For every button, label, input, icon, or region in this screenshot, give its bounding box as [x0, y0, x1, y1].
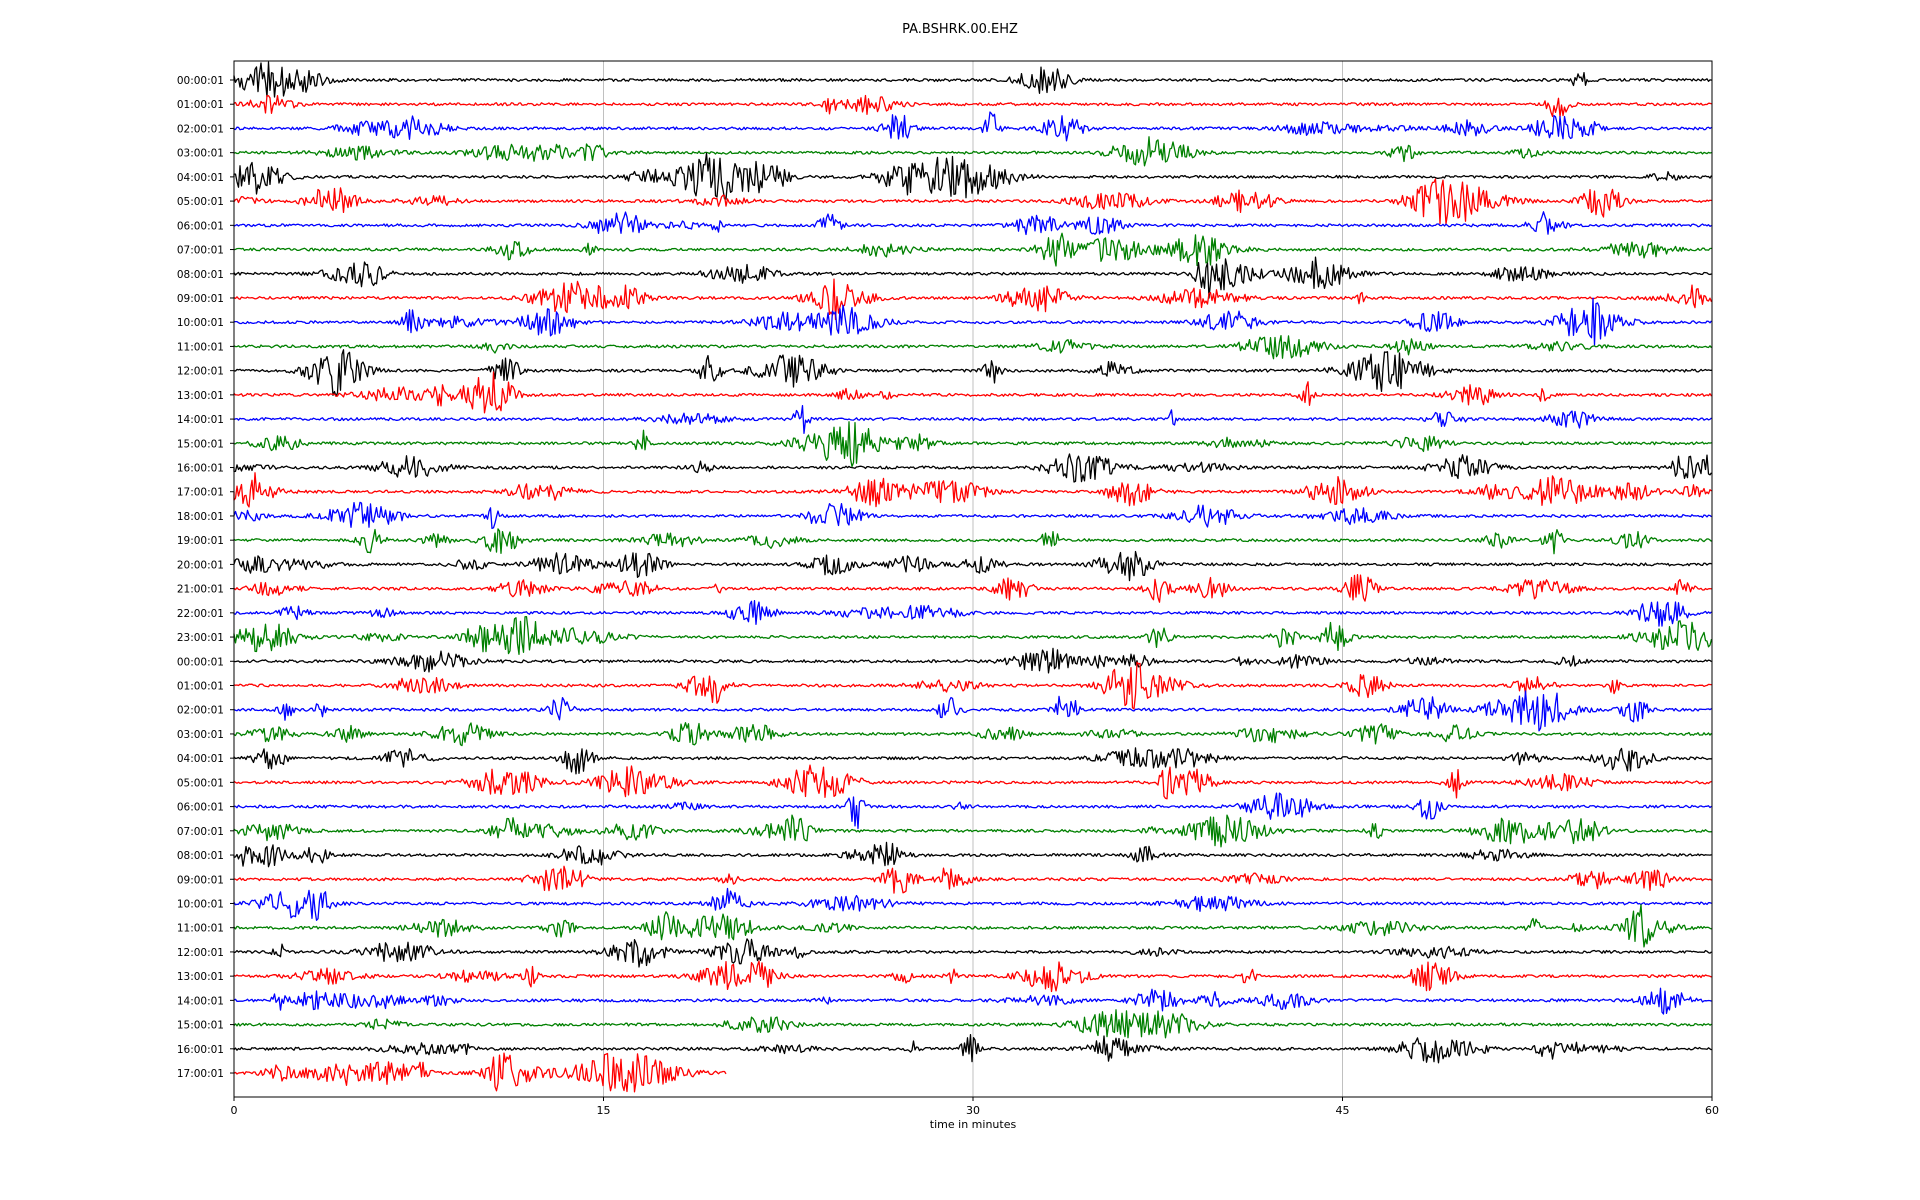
- trace-row: [233, 615, 1713, 656]
- x-tick-label: 30: [966, 1104, 980, 1117]
- trace-row: [233, 334, 1713, 360]
- y-tick-label: 13:00:01: [177, 390, 224, 402]
- trace-row: [233, 747, 1712, 775]
- trace-row: [233, 661, 1712, 710]
- trace-row: [233, 472, 1712, 508]
- chart-title: PA.BSHRK.00.EHZ: [902, 22, 1018, 37]
- trace-row: [233, 349, 1712, 397]
- trace-row: [233, 61, 1712, 98]
- trace-row: [233, 453, 1713, 483]
- x-tick-label: 15: [597, 1104, 611, 1117]
- trace-row: [233, 528, 1712, 555]
- y-tick-label: 05:00:01: [177, 196, 224, 208]
- trace-row: [233, 904, 1712, 948]
- y-tick-label: 11:00:01: [177, 341, 224, 353]
- y-tick-label: 18:00:01: [177, 511, 224, 523]
- trace-row: [233, 152, 1713, 200]
- trace-row: [233, 94, 1712, 118]
- seismic-traces: [233, 61, 1713, 1093]
- y-tick-label: 09:00:01: [177, 874, 224, 886]
- trace-row: [233, 1009, 1712, 1039]
- y-tick-label: 11:00:01: [177, 923, 224, 935]
- x-tick-labels: 0 15 30 45 60: [231, 1097, 1719, 1117]
- trace-row: [233, 1052, 727, 1093]
- trace-row: [233, 421, 1712, 468]
- y-tick-label: 06:00:01: [177, 802, 224, 814]
- y-tick-label: 12:00:01: [177, 366, 224, 378]
- y-tick-label: 05:00:01: [177, 777, 224, 789]
- y-tick-label: 22:00:01: [177, 608, 224, 620]
- y-tick-label: 17:00:01: [177, 487, 224, 499]
- trace-row: [233, 278, 1713, 321]
- trace-row: [233, 722, 1712, 747]
- trace-row: [233, 178, 1712, 225]
- trace-row: [233, 764, 1712, 800]
- y-tick-label: 15:00:01: [177, 438, 224, 450]
- y-tick-label: 00:00:01: [177, 656, 224, 668]
- trace-row: [233, 887, 1712, 921]
- trace-row: [233, 111, 1712, 142]
- trace-row: [233, 232, 1712, 267]
- y-tick-label: 09:00:01: [177, 293, 224, 305]
- y-tick-label: 13:00:01: [177, 971, 224, 983]
- y-tick-label: 16:00:01: [177, 463, 224, 475]
- y-tick-labels: 00:00:01 01:00:01 02:00:01 03:00:01 04:00:01…: [177, 75, 234, 1080]
- y-tick-label: 02:00:01: [177, 705, 224, 717]
- y-tick-label: 21:00:01: [177, 584, 224, 596]
- trace-row: [233, 136, 1712, 167]
- trace-row: [233, 690, 1712, 732]
- y-tick-label: 15:00:01: [177, 1020, 224, 1032]
- trace-row: [233, 987, 1712, 1015]
- y-tick-label: 08:00:01: [177, 850, 224, 862]
- y-tick-label: 12:00:01: [177, 947, 224, 959]
- trace-row: [233, 371, 1713, 414]
- y-tick-label: 00:00:01: [177, 75, 224, 87]
- trace-row: [233, 574, 1712, 603]
- trace-row: [233, 938, 1712, 968]
- y-tick-label: 07:00:01: [177, 245, 224, 257]
- trace-row: [233, 550, 1712, 582]
- y-tick-label: 14:00:01: [177, 995, 224, 1007]
- y-tick-label: 03:00:01: [177, 729, 224, 741]
- y-tick-label: 10:00:01: [177, 317, 224, 329]
- trace-row: [233, 1033, 1712, 1064]
- y-tick-label: 04:00:01: [177, 172, 224, 184]
- trace-row: [233, 600, 1712, 627]
- trace-row: [233, 211, 1712, 236]
- trace-row: [233, 960, 1712, 993]
- y-tick-label: 01:00:01: [177, 681, 224, 693]
- x-tick-label: 60: [1705, 1104, 1719, 1117]
- trace-row: [233, 256, 1712, 299]
- y-tick-label: 20:00:01: [177, 559, 224, 571]
- trace-row: [233, 792, 1712, 830]
- trace-row: [233, 404, 1712, 434]
- trace-row: [233, 841, 1712, 868]
- x-tick-label: 45: [1336, 1104, 1350, 1117]
- y-tick-label: 16:00:01: [177, 1044, 224, 1056]
- y-tick-label: 23:00:01: [177, 632, 224, 644]
- y-tick-label: 19:00:01: [177, 535, 224, 547]
- y-tick-label: 08:00:01: [177, 269, 224, 281]
- y-tick-label: 03:00:01: [177, 148, 224, 160]
- grid-lines: [603, 61, 1343, 1097]
- trace-row: [233, 865, 1712, 894]
- trace-row: [233, 647, 1712, 674]
- trace-row: [233, 814, 1712, 848]
- y-tick-label: 02:00:01: [177, 123, 224, 135]
- y-tick-label: 06:00:01: [177, 220, 224, 232]
- x-tick-label: 0: [231, 1104, 238, 1117]
- y-tick-label: 14:00:01: [177, 414, 224, 426]
- y-tick-label: 17:00:01: [177, 1068, 224, 1080]
- y-tick-label: 07:00:01: [177, 826, 224, 838]
- x-axis-label: time in minutes: [929, 1118, 1017, 1131]
- y-tick-label: 04:00:01: [177, 753, 224, 765]
- trace-row: [233, 501, 1712, 530]
- y-tick-label: 01:00:01: [177, 99, 224, 111]
- trace-row: [233, 297, 1713, 346]
- y-tick-label: 10:00:01: [177, 898, 224, 910]
